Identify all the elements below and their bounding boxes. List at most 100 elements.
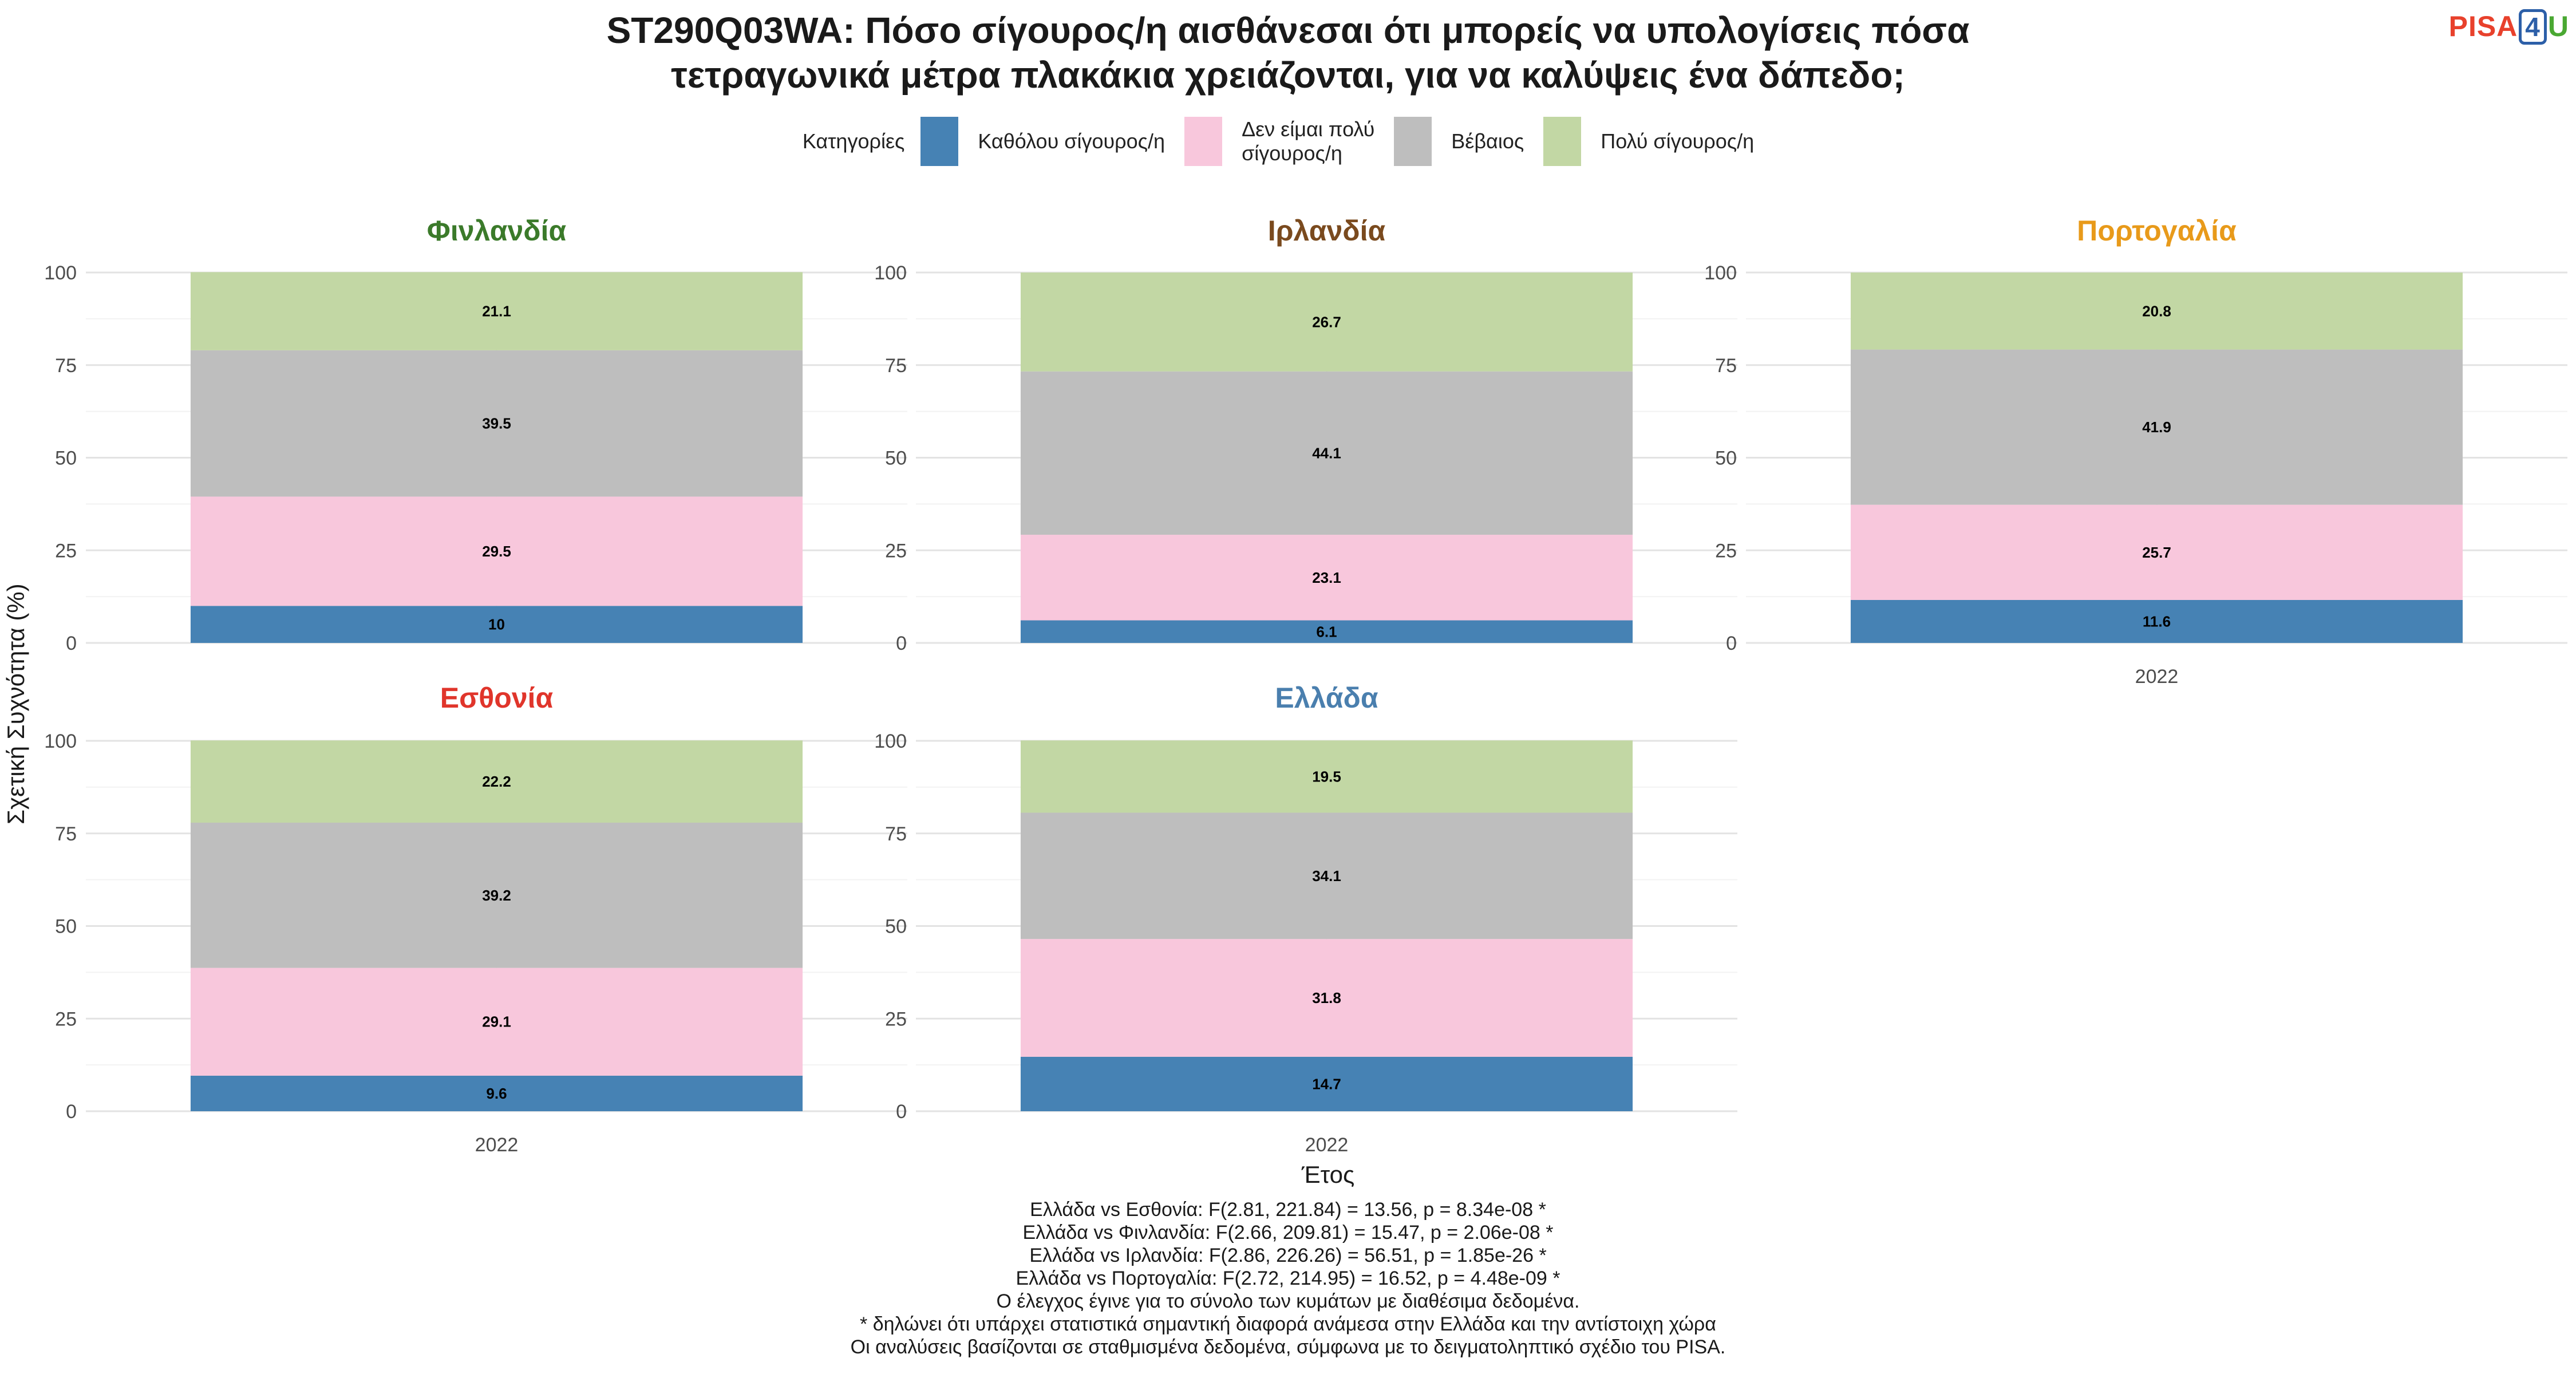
y-tick-label: 50 bbox=[885, 916, 907, 938]
note-line: Οι αναλύσεις βασίζονται σε σταθμισμένα δ… bbox=[850, 1336, 1726, 1358]
legend-key-confident bbox=[1394, 117, 1432, 166]
bar-segment-very bbox=[1850, 273, 2463, 350]
panel-4: 0 25 50 75 100 Εσθονία 9.6 29.1 39.2 22.2 2022 bbox=[44, 682, 907, 1156]
panel-3: 0 25 50 75 100 Πορτογαλία 11.6 25.7 41.9 20.8 2022 bbox=[1704, 215, 2567, 688]
legend-item-not-at-all: Καθόλου σίγουρος/η bbox=[920, 117, 1165, 166]
bar-segment-not-very bbox=[1020, 939, 1633, 1057]
panel-title: Εσθονία bbox=[440, 682, 554, 714]
data-label: 26.7 bbox=[1312, 313, 1341, 330]
data-label: 23.1 bbox=[1312, 569, 1341, 586]
y-tick-label: 25 bbox=[885, 540, 907, 562]
data-label: 39.2 bbox=[482, 887, 511, 904]
data-label: 29.1 bbox=[482, 1013, 511, 1030]
y-tick-label: 0 bbox=[1726, 633, 1737, 654]
y-tick-label: 100 bbox=[44, 731, 77, 752]
data-label: 11.6 bbox=[2143, 613, 2171, 630]
y-tick-label: 25 bbox=[55, 1008, 77, 1030]
note-line: Ελλάδα vs Εσθονία: F(2.81, 221.84) = 13.… bbox=[1030, 1199, 1546, 1221]
data-label: 44.1 bbox=[1312, 444, 1341, 461]
x-tick-label: 2022 bbox=[475, 1134, 519, 1156]
y-tick-label: 25 bbox=[55, 540, 77, 562]
y-tick-label: 75 bbox=[1715, 355, 1737, 377]
chart-title: ST290Q03WA: Πόσο σίγουρος/η αισθάνεσαι ό… bbox=[0, 8, 2576, 97]
panel-title: Ελλάδα bbox=[1275, 682, 1378, 714]
pisa4u-logo: PISA 4 U bbox=[2449, 9, 2569, 45]
bar-segment-not-at-all bbox=[190, 1075, 803, 1111]
data-label: 19.5 bbox=[1312, 768, 1341, 785]
y-tick-label: 25 bbox=[1715, 540, 1737, 562]
chart-title-line1: ST290Q03WA: Πόσο σίγουρος/η αισθάνεσαι ό… bbox=[606, 10, 1970, 51]
x-axis-label: Έτος bbox=[1301, 1161, 1355, 1188]
y-tick-label: 25 bbox=[885, 1008, 907, 1030]
statistical-notes: Ελλάδα vs Εσθονία: F(2.81, 221.84) = 13.… bbox=[0, 1198, 2576, 1359]
data-label: 20.8 bbox=[2142, 302, 2171, 319]
y-tick-label: 50 bbox=[55, 448, 77, 469]
legend-key-not-very bbox=[1184, 117, 1223, 166]
y-tick-label: 100 bbox=[1704, 262, 1737, 284]
legend-item-very: Πολύ σίγουρος/η bbox=[1543, 117, 1754, 166]
y-tick-label: 50 bbox=[885, 448, 907, 469]
note-line: Ελλάδα vs Ιρλανδία: F(2.86, 226.26) = 56… bbox=[1029, 1245, 1547, 1266]
legend-item-confident: Βέβαιος bbox=[1394, 117, 1524, 166]
bar-segment-not-very bbox=[1850, 504, 2463, 600]
legend-label-not-very: Δεν είμαι πολύ σίγουρος/η bbox=[1242, 117, 1375, 165]
panel-2: 0 25 50 75 100 Ιρλανδία 6.1 23.1 44.1 26.7 bbox=[874, 215, 1737, 654]
y-tick-label: 50 bbox=[55, 916, 77, 938]
data-label: 9.6 bbox=[486, 1085, 507, 1102]
data-label: 22.2 bbox=[482, 773, 511, 790]
logo-text-4: 4 bbox=[2519, 9, 2547, 45]
data-label: 31.8 bbox=[1312, 989, 1341, 1006]
bar-segment-not-at-all bbox=[1020, 620, 1633, 643]
bar-segment-confident bbox=[190, 350, 803, 497]
note-line: * δηλώνει ότι υπάρχει στατιστικά σημαντι… bbox=[860, 1313, 1716, 1335]
y-tick-label: 0 bbox=[896, 1101, 907, 1123]
legend-label-confident: Βέβαιος bbox=[1451, 129, 1524, 153]
bar-segment-very bbox=[1020, 273, 1633, 372]
bar-segment-not-at-all bbox=[1850, 599, 2463, 643]
data-label: 10 bbox=[488, 616, 505, 633]
y-tick-label: 0 bbox=[66, 633, 77, 654]
panel-title: Πορτογαλία bbox=[2077, 215, 2237, 247]
legend-item-not-very: Δεν είμαι πολύ σίγουρος/η bbox=[1184, 117, 1374, 166]
y-axis-label: Σχετική Συχνότητα (%) bbox=[2, 583, 29, 824]
bar-segment-very bbox=[190, 272, 803, 350]
x-tick-label: 2022 bbox=[2135, 666, 2179, 688]
panel-title: Ιρλανδία bbox=[1268, 215, 1386, 247]
note-line: Ελλάδα vs Φινλανδία: F(2.66, 209.81) = 1… bbox=[1022, 1222, 1554, 1243]
chart-title-line2: τετραγωνικά μέτρα πλακάκια χρειάζονται, … bbox=[671, 54, 1905, 96]
data-label: 39.5 bbox=[482, 415, 511, 432]
y-tick-label: 75 bbox=[55, 823, 77, 845]
panel-5: 0 25 50 75 100 Ελλάδα 14.7 31.8 34.1 19.5 2022 bbox=[874, 682, 1737, 1156]
bar-segment-not-very bbox=[190, 968, 803, 1076]
data-label: 6.1 bbox=[1316, 623, 1337, 640]
y-tick-label: 75 bbox=[885, 823, 907, 845]
note-line: Ελλάδα vs Πορτογαλία: F(2.72, 214.95) = … bbox=[1016, 1268, 1560, 1289]
y-tick-label: 75 bbox=[885, 355, 907, 377]
y-tick-label: 100 bbox=[874, 731, 907, 752]
logo-text-pisa: PISA bbox=[2448, 10, 2518, 42]
bar-segment-not-at-all bbox=[190, 606, 803, 643]
legend-label-not-at-all: Καθόλου σίγουρος/η bbox=[978, 129, 1165, 153]
bar-segment-confident bbox=[1020, 371, 1633, 535]
data-label: 41.9 bbox=[2142, 418, 2171, 436]
y-tick-label: 100 bbox=[44, 262, 77, 284]
y-tick-label: 0 bbox=[896, 633, 907, 654]
panel-title: Φινλανδία bbox=[427, 215, 567, 247]
legend: Κατηγορίες Καθόλου σίγουρος/η Δεν είμαι … bbox=[0, 117, 2576, 166]
note-line: Ο έλεγχος έγινε για το σύνολο των κυμάτω… bbox=[996, 1290, 1580, 1312]
data-label: 14.7 bbox=[1312, 1075, 1341, 1092]
data-label: 25.7 bbox=[2142, 544, 2171, 561]
bar-segment-very bbox=[1020, 740, 1633, 813]
data-label: 21.1 bbox=[482, 303, 511, 320]
bar-segment-confident bbox=[1020, 812, 1633, 939]
panel-1: 0 25 50 75 100 Φινλανδία 10 29.5 39.5 21.1 bbox=[44, 215, 907, 654]
bar-segment-not-very bbox=[190, 496, 803, 606]
bar-segment-confident bbox=[190, 822, 803, 968]
bar-segment-not-at-all bbox=[1020, 1056, 1633, 1111]
legend-label-very: Πολύ σίγουρος/η bbox=[1601, 129, 1755, 153]
y-tick-label: 0 bbox=[66, 1101, 77, 1123]
y-tick-label: 50 bbox=[1715, 448, 1737, 469]
bar-segment-not-very bbox=[1020, 535, 1633, 621]
x-tick-label: 2022 bbox=[1305, 1134, 1349, 1156]
